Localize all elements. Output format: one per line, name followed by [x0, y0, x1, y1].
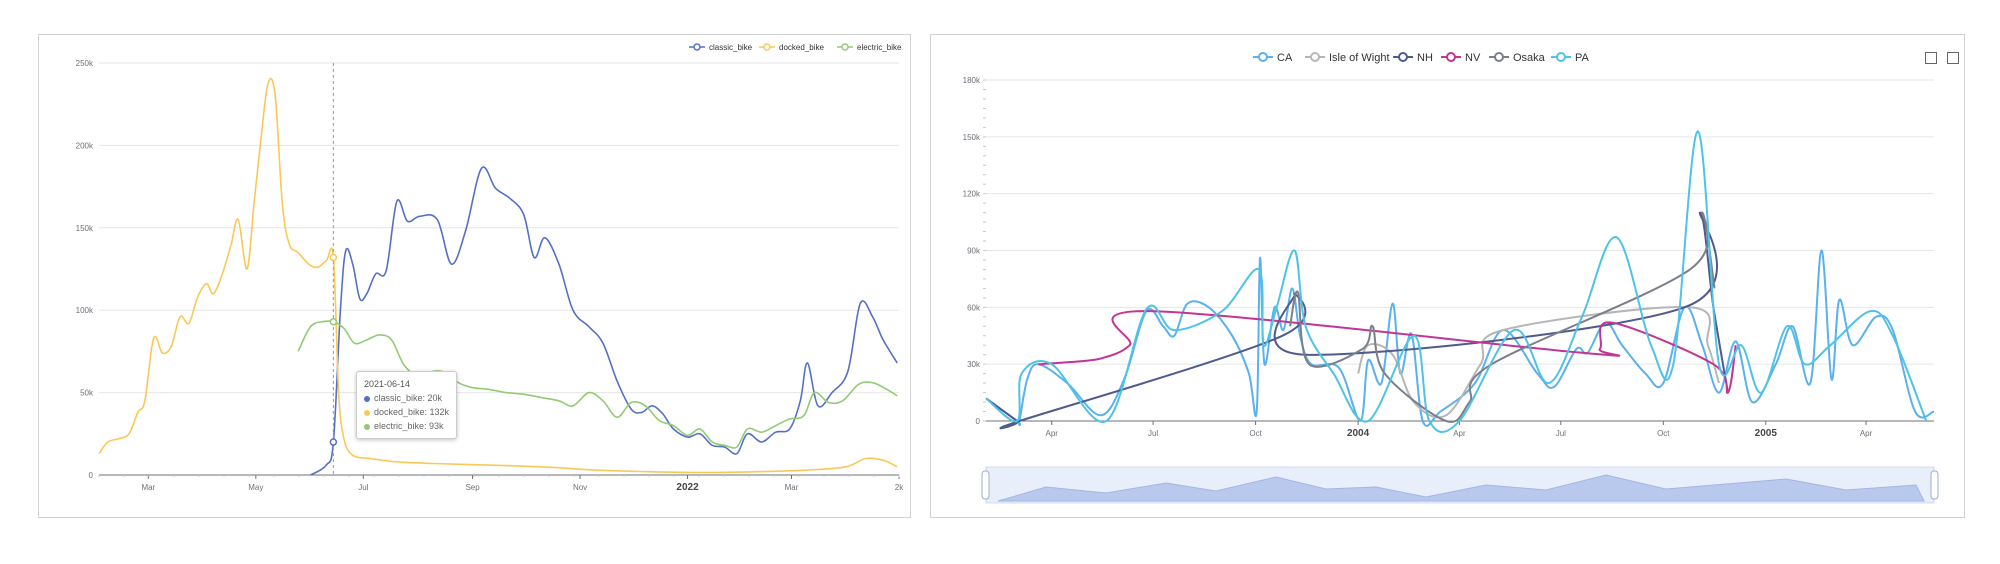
legend-marker-nh	[1398, 52, 1408, 62]
x-tick-label: Apr	[1860, 429, 1873, 438]
legend-marker-pa	[1556, 52, 1566, 62]
data-zoom-handle-left[interactable]	[981, 470, 990, 500]
x-tick-label: 2005	[1755, 428, 1778, 439]
x-tick-label: 2004	[1347, 428, 1370, 439]
y-tick-label: 150k	[76, 224, 94, 233]
tooltip-row: classic_bike: 20k	[364, 391, 449, 405]
zoom-icon[interactable]	[1925, 52, 1937, 64]
y-tick-label: 120k	[963, 190, 981, 199]
series-line-osaka	[1289, 211, 1716, 423]
chart-right-svg[interactable]: 0 30k 60k 90k 120k 150k 180k Apr Jul Oct 2004 Apr Ju…	[931, 35, 1966, 519]
x-tick-label: Sep	[465, 483, 480, 492]
tooltip-dot-electric	[364, 423, 370, 430]
hover-point-docked	[329, 253, 338, 262]
chart-panel-right: 0 30k 60k 90k 120k 150k 180k Apr Jul Oct 2004 Apr Ju…	[930, 34, 1965, 518]
series-line-electric-bike	[297, 320, 898, 449]
tooltip-dot-docked	[364, 409, 370, 416]
y-tick-label: 100k	[76, 306, 94, 315]
chart-left-svg[interactable]: 0 50k 100k 150k 200k 250k Mar May Jul Sep Nov 2022 M…	[39, 35, 912, 519]
x-tick-label: Mar	[141, 483, 155, 492]
tooltip-row-classic: classic_bike: 20k	[374, 393, 443, 403]
x-tick-label: Jul	[358, 483, 368, 492]
x-tick-label: May	[248, 483, 263, 492]
tooltip-row: electric_bike: 93k	[364, 419, 449, 433]
legend-marker-electric-bike	[841, 43, 849, 51]
chart-tooltip: 2021-06-14 classic_bike: 20k docked_bike…	[356, 371, 458, 439]
x-tick-label: Apr	[1453, 429, 1466, 438]
data-zoom-preview	[997, 474, 1925, 502]
series-line-pa	[985, 130, 1928, 434]
x-tick-label: Nov	[573, 483, 587, 492]
tooltip-date: 2021-06-14	[364, 379, 411, 389]
legend-marker-ca	[1258, 52, 1268, 62]
legend-label-pa: PA	[1575, 52, 1590, 64]
legend-label-isle-of-wight: Isle of Wight	[1329, 52, 1390, 64]
restore-icon[interactable]	[1947, 52, 1959, 64]
x-tick-label: Oct	[1249, 429, 1262, 438]
x-tick-label: 2k	[895, 483, 904, 492]
hover-point-electric	[329, 317, 338, 326]
series-line-classic-bike	[310, 166, 898, 476]
y-tick-label: 200k	[76, 141, 94, 150]
y-tick-label: 0	[976, 417, 981, 426]
legend-marker-isle-of-wight	[1310, 52, 1320, 62]
tooltip-row-docked: docked_bike: 132k	[374, 407, 450, 417]
x-tick-label: Jul	[1148, 429, 1158, 438]
x-tick-label: Mar	[785, 483, 799, 492]
tooltip-row: docked_bike: 132k	[364, 405, 449, 419]
legend-label-classic-bike: classic_bike	[709, 43, 753, 52]
series-line-isle-of-wight	[1357, 306, 1720, 419]
series-line-nh	[985, 211, 1729, 430]
legend-marker-nv	[1446, 52, 1456, 62]
y-tick-label: 150k	[963, 133, 981, 142]
x-tick-label: Apr	[1045, 429, 1058, 438]
legend-label-docked-bike: docked_bike	[779, 43, 824, 52]
y-tick-label: 180k	[963, 76, 981, 85]
series-line-nv	[1038, 310, 1737, 394]
chart-panel-left: 0 50k 100k 150k 200k 250k Mar May Jul Sep Nov 2022 M…	[38, 34, 911, 518]
y-tick-label: 250k	[76, 59, 94, 68]
legend-label-ca: CA	[1277, 52, 1293, 64]
tooltip-row-electric: electric_bike: 93k	[374, 421, 444, 431]
legend-marker-osaka	[1494, 52, 1504, 62]
tooltip-dot-classic	[364, 395, 370, 402]
data-zoom-handle-right[interactable]	[1930, 470, 1939, 500]
x-tick-label: Oct	[1657, 429, 1670, 438]
legend-marker-classic-bike	[693, 43, 701, 51]
series-line-docked-bike	[98, 77, 898, 474]
legend-label-electric-bike: electric_bike	[857, 43, 902, 52]
legend-label-nh: NH	[1417, 52, 1433, 64]
x-tick-label: Jul	[1556, 429, 1566, 438]
y-tick-label: 50k	[80, 389, 94, 398]
y-tick-label: 60k	[967, 303, 981, 312]
hover-point-classic	[329, 438, 338, 446]
legend-label-nv: NV	[1465, 52, 1481, 64]
y-tick-label: 30k	[967, 360, 981, 369]
y-tick-label: 0	[89, 471, 94, 480]
x-tick-label: 2022	[676, 482, 699, 493]
y-tick-label: 90k	[967, 247, 981, 256]
legend-label-osaka: Osaka	[1513, 52, 1546, 64]
legend-marker-docked-bike	[763, 43, 771, 51]
